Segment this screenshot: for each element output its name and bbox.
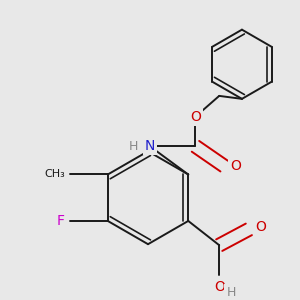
Text: O: O	[255, 220, 266, 234]
Text: F: F	[56, 214, 64, 228]
Text: CH₃: CH₃	[44, 169, 65, 179]
Text: H: H	[226, 286, 236, 299]
Text: N: N	[145, 139, 155, 153]
Text: O: O	[190, 110, 201, 124]
Text: O: O	[231, 159, 242, 173]
Text: O: O	[214, 280, 225, 294]
Text: H: H	[128, 140, 138, 153]
